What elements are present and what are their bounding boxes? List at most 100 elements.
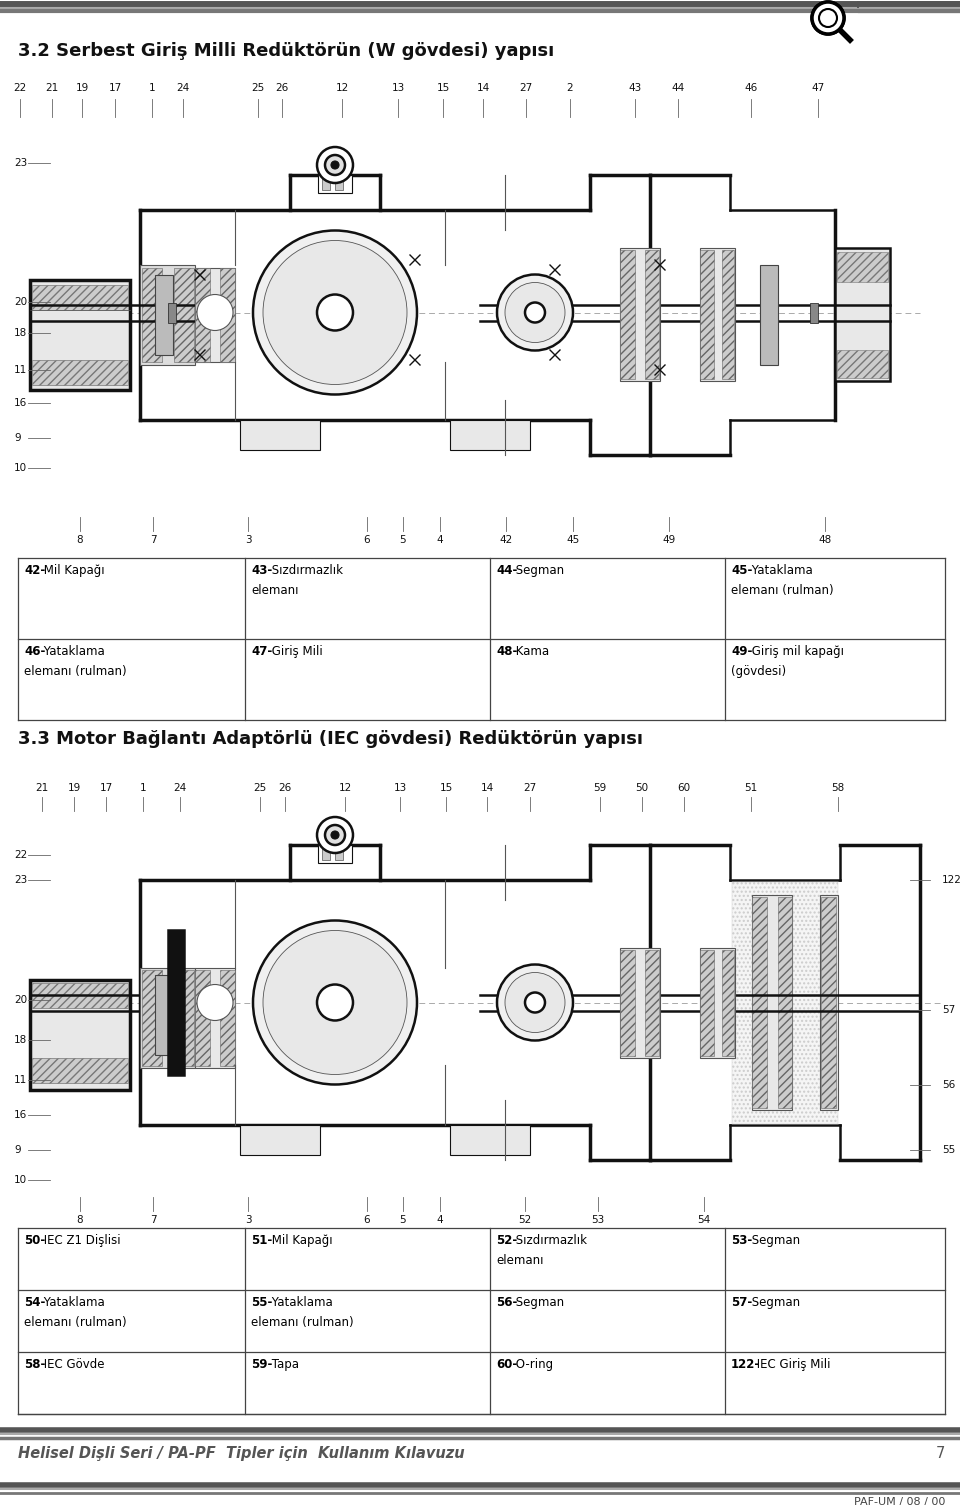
Circle shape bbox=[325, 825, 345, 844]
Bar bbox=[810, 303, 818, 322]
Text: Tapa: Tapa bbox=[268, 1358, 299, 1371]
Text: 56-: 56- bbox=[496, 1296, 517, 1309]
Text: 6: 6 bbox=[364, 534, 371, 545]
Text: Mil Kapağı: Mil Kapağı bbox=[268, 1234, 332, 1248]
Bar bbox=[752, 897, 767, 1108]
Bar bbox=[174, 268, 194, 363]
Bar bbox=[220, 268, 235, 363]
Bar bbox=[820, 895, 838, 1111]
Text: 47: 47 bbox=[811, 83, 825, 93]
Text: Giriş Mili: Giriş Mili bbox=[268, 646, 323, 658]
Text: 21: 21 bbox=[36, 783, 49, 793]
Bar bbox=[645, 950, 659, 1057]
Bar bbox=[335, 847, 343, 859]
Text: 15: 15 bbox=[440, 783, 452, 793]
Text: 6: 6 bbox=[364, 1215, 371, 1225]
Bar bbox=[620, 250, 635, 379]
Text: Segman: Segman bbox=[513, 564, 564, 576]
Text: 58-: 58- bbox=[24, 1358, 45, 1371]
Text: 57-: 57- bbox=[731, 1296, 753, 1309]
Text: 55-: 55- bbox=[251, 1296, 273, 1309]
Text: 5: 5 bbox=[399, 534, 406, 545]
Text: 59: 59 bbox=[593, 783, 607, 793]
Text: 59-: 59- bbox=[251, 1358, 273, 1371]
Bar bbox=[195, 971, 210, 1066]
Text: 11: 11 bbox=[14, 1075, 27, 1085]
Text: 53-: 53- bbox=[731, 1234, 753, 1248]
Bar bbox=[195, 968, 235, 1069]
Bar bbox=[837, 351, 888, 378]
Text: 49-: 49- bbox=[731, 646, 753, 658]
Bar bbox=[335, 178, 343, 190]
Bar bbox=[195, 268, 210, 363]
Text: 45: 45 bbox=[566, 534, 580, 545]
Text: 27: 27 bbox=[519, 83, 533, 93]
Text: 43: 43 bbox=[629, 83, 641, 93]
Text: Yataklama: Yataklama bbox=[40, 646, 106, 658]
Bar bbox=[450, 420, 530, 450]
Text: 14: 14 bbox=[480, 783, 493, 793]
Text: 12: 12 bbox=[338, 783, 351, 793]
Text: 48: 48 bbox=[818, 534, 831, 545]
Circle shape bbox=[317, 295, 353, 331]
Bar bbox=[450, 1126, 530, 1154]
Bar bbox=[722, 950, 734, 1057]
Text: 44: 44 bbox=[671, 83, 684, 93]
Text: Segman: Segman bbox=[748, 1296, 800, 1309]
Text: 11: 11 bbox=[14, 366, 27, 375]
Bar bbox=[32, 360, 128, 385]
Text: 44-: 44- bbox=[496, 564, 517, 576]
Text: 16: 16 bbox=[14, 397, 27, 408]
Bar bbox=[174, 971, 194, 1066]
Text: 12: 12 bbox=[335, 83, 348, 93]
Bar bbox=[620, 948, 660, 1058]
Circle shape bbox=[197, 984, 233, 1020]
Circle shape bbox=[263, 930, 407, 1075]
Text: 122: 122 bbox=[942, 874, 960, 885]
Text: 47-: 47- bbox=[251, 646, 273, 658]
Text: 20: 20 bbox=[14, 296, 27, 307]
Text: 7: 7 bbox=[150, 1215, 156, 1225]
Bar bbox=[155, 275, 173, 355]
Text: 20: 20 bbox=[14, 995, 27, 1005]
Bar bbox=[142, 268, 162, 363]
Text: 60-: 60- bbox=[496, 1358, 517, 1371]
Text: elemanı (rulman): elemanı (rulman) bbox=[24, 665, 127, 677]
Bar bbox=[168, 992, 176, 1013]
Circle shape bbox=[505, 972, 565, 1032]
Text: 46: 46 bbox=[744, 83, 757, 93]
Text: (gövdesi): (gövdesi) bbox=[731, 665, 786, 677]
Text: 27: 27 bbox=[523, 783, 537, 793]
Text: 54-: 54- bbox=[24, 1296, 45, 1309]
Bar bbox=[195, 268, 235, 363]
Bar bbox=[142, 971, 162, 1066]
Text: 5: 5 bbox=[399, 1215, 406, 1225]
Bar bbox=[732, 882, 838, 1124]
Text: Sızdırmazlık: Sızdırmazlık bbox=[513, 1234, 588, 1248]
Text: 45-: 45- bbox=[731, 564, 753, 576]
Text: Yataklama: Yataklama bbox=[748, 564, 812, 576]
Text: 55: 55 bbox=[942, 1145, 955, 1154]
Text: 17: 17 bbox=[108, 83, 122, 93]
Text: 58: 58 bbox=[831, 783, 845, 793]
Text: elemanı: elemanı bbox=[496, 1254, 543, 1267]
Text: 49: 49 bbox=[662, 534, 676, 545]
Bar bbox=[322, 178, 330, 190]
Text: 48-: 48- bbox=[496, 646, 517, 658]
Text: 26: 26 bbox=[276, 83, 289, 93]
Bar bbox=[752, 895, 792, 1111]
Text: 24: 24 bbox=[174, 783, 186, 793]
Text: 50: 50 bbox=[636, 783, 649, 793]
Bar bbox=[155, 975, 173, 1055]
Bar bbox=[240, 420, 320, 450]
Text: 51: 51 bbox=[744, 783, 757, 793]
Circle shape bbox=[497, 274, 573, 351]
Bar bbox=[318, 175, 352, 193]
Bar bbox=[30, 280, 130, 390]
Text: Yataklama: Yataklama bbox=[40, 1296, 106, 1309]
Text: 50-: 50- bbox=[24, 1234, 45, 1248]
Bar bbox=[30, 980, 130, 1090]
Bar bbox=[32, 1058, 128, 1084]
Text: 18: 18 bbox=[14, 1035, 27, 1044]
Text: 3: 3 bbox=[245, 1215, 252, 1225]
